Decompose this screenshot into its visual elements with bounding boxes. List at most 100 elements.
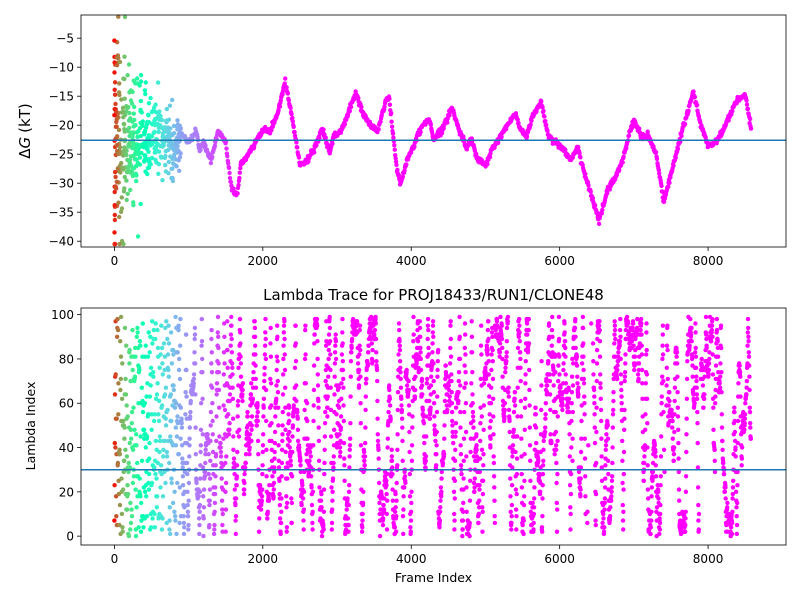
bottom-point — [582, 412, 587, 417]
top-point — [276, 108, 281, 113]
bottom-point — [600, 520, 605, 526]
bottom-point — [309, 502, 315, 508]
top-point — [128, 98, 134, 103]
bottom-point — [162, 392, 168, 397]
bottom-point — [260, 463, 265, 468]
bottom-point — [430, 323, 436, 328]
top-point — [114, 62, 120, 68]
bottom-point — [118, 339, 123, 344]
bottom-point — [518, 356, 523, 362]
top-point — [169, 175, 174, 181]
bottom-point — [631, 343, 636, 348]
bottom-point — [406, 387, 411, 393]
bottom-point — [171, 347, 176, 353]
top-point — [673, 155, 678, 160]
bottom-point — [311, 387, 317, 393]
bottom-point — [279, 474, 284, 479]
bottom-point — [393, 505, 398, 510]
bottom-point — [268, 341, 273, 346]
bottom-point — [261, 432, 266, 437]
bottom-point — [597, 319, 602, 324]
bottom-point — [731, 478, 736, 483]
bottom-point — [598, 396, 603, 401]
bottom-point — [332, 427, 337, 432]
bottom-point — [139, 518, 144, 523]
bottom-point — [162, 469, 167, 475]
bottom-point — [349, 350, 354, 355]
bottom-point — [509, 514, 514, 519]
top-point — [131, 203, 136, 208]
top-point — [116, 127, 122, 133]
bottom-point — [334, 412, 339, 417]
bottom-point — [491, 460, 497, 466]
top-point — [152, 140, 158, 145]
bottom-point — [519, 454, 524, 459]
bottom-point — [122, 436, 127, 441]
bottom-point — [684, 416, 689, 421]
bottom-point — [511, 427, 516, 432]
bottom-point — [620, 480, 625, 486]
bottom-point — [310, 509, 315, 514]
bottom-point — [599, 454, 604, 459]
bottom-point — [439, 476, 444, 481]
bottom-point — [525, 332, 530, 337]
bottom-point — [199, 339, 205, 344]
bottom-point — [332, 350, 338, 355]
bottom-point — [463, 381, 468, 386]
bottom-point — [457, 356, 463, 362]
bottom-point — [319, 533, 325, 539]
bottom-point — [312, 332, 317, 337]
bottom-point — [694, 396, 700, 401]
bottom-point — [233, 502, 238, 508]
bottom-point — [402, 485, 407, 490]
bottom-point — [133, 354, 138, 359]
bottom-point — [470, 401, 475, 406]
bottom-point — [650, 469, 656, 475]
top-point — [125, 191, 130, 196]
bottom-point — [154, 505, 159, 510]
bottom-point — [620, 458, 625, 463]
bottom-point — [578, 494, 583, 499]
bottom-point — [526, 341, 532, 346]
bottom-point — [179, 443, 185, 448]
bottom-point — [718, 361, 723, 366]
bottom-point — [540, 471, 546, 477]
bottom-point — [398, 376, 403, 382]
bottom-point — [172, 489, 177, 494]
top-point — [112, 217, 118, 223]
bottom-point — [406, 378, 411, 384]
bottom-point — [656, 489, 661, 494]
bottom-point — [506, 394, 511, 399]
bottom-point — [435, 374, 440, 379]
bottom-point — [181, 514, 186, 519]
bottom-point — [636, 376, 641, 382]
bottom-point — [358, 443, 364, 448]
bottom-point — [561, 361, 566, 366]
bottom-point — [675, 361, 680, 366]
bottom-point — [408, 525, 413, 530]
bottom-point — [413, 374, 418, 379]
bottom-point — [449, 409, 455, 415]
bottom-point — [207, 498, 212, 503]
bottom-point — [298, 458, 303, 463]
bottom-point — [672, 429, 677, 435]
bottom-point — [676, 487, 682, 492]
bottom-point — [684, 449, 689, 455]
bottom-point — [402, 474, 408, 479]
bottom-point — [144, 514, 150, 519]
top-point — [528, 122, 533, 127]
ylabel-var: G — [16, 137, 34, 149]
bottom-point — [435, 394, 440, 399]
bottom-point — [218, 440, 223, 446]
bottom-point — [439, 489, 444, 494]
bottom-point — [508, 494, 513, 499]
bottom-point — [249, 381, 254, 386]
top-point — [137, 155, 143, 160]
bottom-point — [450, 418, 455, 424]
bottom-point — [192, 350, 197, 355]
bottom-point — [426, 352, 431, 357]
bottom-point — [237, 427, 242, 432]
bottom-point — [149, 427, 154, 432]
bottom-point — [325, 414, 330, 419]
bottom-point — [560, 396, 565, 401]
